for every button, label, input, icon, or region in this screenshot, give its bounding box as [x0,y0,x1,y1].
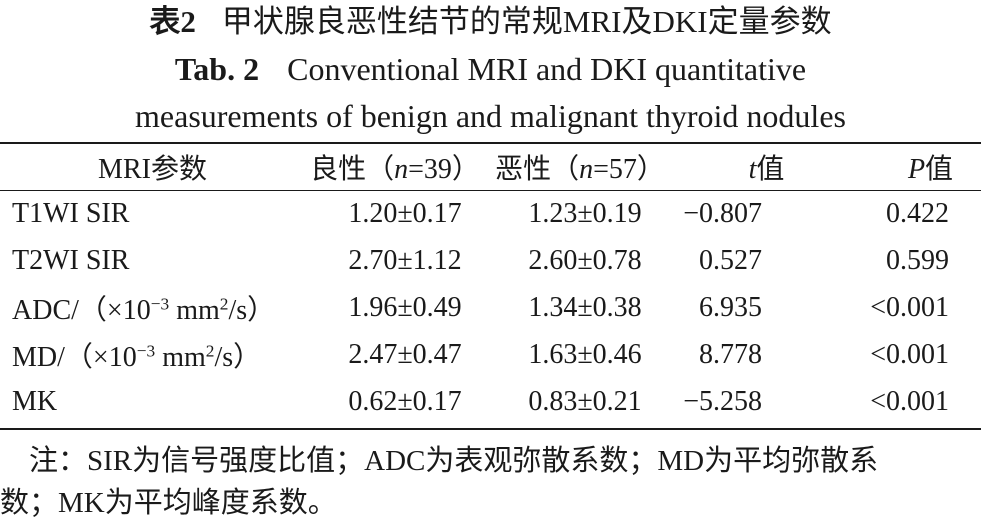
param-unit-middle: mm [155,341,206,373]
header-t-value: t值 [675,144,840,190]
table-row: T1WI SIR 1.20±0.17 1.23±0.19 −0.807 0.422 [0,190,981,237]
cell-benign: 1.20±0.17 [348,197,462,229]
cell-malignant: 0.83±0.21 [528,385,642,417]
cell-t-value: −0.807 [683,197,762,229]
caption-english-line2: measurements of benign and malignant thy… [135,98,846,134]
table-body: T1WI SIR 1.20±0.17 1.23±0.19 −0.807 0.422 T2W… [0,190,981,425]
caption-en-label: Tab. 2 [174,51,260,87]
header-benign-n: n [394,154,409,185]
param-unit-middle: mm [169,294,220,326]
param-unit-prefix: （×10 [64,341,137,373]
caption-english-line1: Tab. 2 Conventional MRI and DKI quantitat… [0,46,981,92]
cell-t-value: 6.935 [699,291,762,323]
caption-cn-text: 甲状腺良恶性结节的常规MRI及DKI定量参数 [221,4,832,39]
cell-benign: 0.62±0.17 [348,385,462,417]
table-header-rule [0,190,981,191]
header-malignant: 恶性（n=57） [485,144,675,190]
table-top-rule [0,142,981,144]
header-benign-suffix: =39） [408,154,480,185]
cell-param: MK [0,378,305,425]
param-unit-exponent: −3 [150,293,170,313]
param-name: T1WI SIR [12,197,130,229]
param-unit-square: 2 [205,340,215,360]
cell-p-value: 0.599 [886,244,949,276]
table-bottom-rule [0,428,981,430]
header-malignant-prefix: 恶性（ [495,154,580,185]
header-malignant-suffix: =57） [593,154,665,185]
cell-p-value: <0.001 [870,338,949,370]
header-t-symbol: t [748,154,757,185]
table-footnote: 注：SIR为信号强度比值；ADC为表观弥散系数；MD为平均弥散系数；MK为平均峰… [0,440,981,524]
cell-malignant: 1.34±0.38 [528,291,642,323]
cell-malignant: 1.63±0.46 [528,338,642,370]
param-unit-prefix: （×10 [78,294,151,326]
cell-param: T2WI SIR [0,237,305,284]
table-row: MK 0.62±0.17 0.83±0.21 −5.258 <0.001 [0,378,981,425]
header-benign: 良性（n=39） [305,144,485,190]
table-row: T2WI SIR 2.70±1.12 2.60±0.78 0.527 0.599 [0,237,981,284]
cell-p-value: <0.001 [870,385,949,417]
param-unit-suffix: /s） [214,341,262,373]
cell-malignant: 2.60±0.78 [528,244,642,276]
param-unit-exponent: −3 [136,340,156,360]
header-benign-prefix: 良性（ [310,154,395,185]
cell-benign: 2.47±0.47 [348,338,462,370]
table-row: MD/（×10−3 mm2/s） 2.47±0.47 1.63±0.46 8.778 <… [0,331,981,378]
footnote-line1: 注：SIR为信号强度比值；ADC为表观弥散系数；MD为平均弥散系 [29,445,879,477]
table-header-row: MRI参数 良性（n=39） 恶性（n=57） t值 P值 [0,144,981,190]
param-name: ADC/ [12,294,79,326]
cell-benign: 2.70±1.12 [348,244,462,276]
results-table: MRI参数 良性（n=39） 恶性（n=57） t值 P值 T1WI SIR 1.… [0,144,981,425]
cell-param: T1WI SIR [0,190,305,237]
cell-t-value: 8.778 [699,338,762,370]
footnote-line2: 数；MK为平均峰度系数。 [0,487,337,519]
cell-t-value: −5.258 [683,385,762,417]
param-name: MD/ [12,341,65,373]
caption-cn-label: 表2 [149,4,196,39]
header-param-label: MRI参数 [98,154,207,185]
param-name: T2WI SIR [12,244,130,276]
cell-benign: 1.96±0.49 [348,291,462,323]
header-t-suffix: 值 [756,154,785,185]
param-unit-suffix: /s） [228,294,276,326]
param-name: MK [12,385,58,417]
cell-p-value: <0.001 [870,291,949,323]
cell-p-value: 0.422 [886,197,949,229]
param-unit-square: 2 [219,293,229,313]
cell-malignant: 1.23±0.19 [528,197,642,229]
caption-chinese: 表2 甲状腺良恶性结节的常规MRI及DKI定量参数 [0,0,981,44]
cell-t-value: 0.527 [699,244,762,276]
caption-en-text-1: Conventional MRI and DKI quantitative [287,51,807,87]
header-param: MRI参数 [0,144,305,190]
table-row: ADC/（×10−3 mm2/s） 1.96±0.49 1.34±0.38 6.935… [0,284,981,331]
cell-param: MD/（×10−3 mm2/s） [0,331,305,378]
header-p-suffix: 值 [925,154,954,185]
cell-param: ADC/（×10−3 mm2/s） [0,284,305,331]
header-p-symbol: P [907,154,926,185]
header-malignant-n: n [579,154,594,185]
header-p-value: P值 [840,144,981,190]
